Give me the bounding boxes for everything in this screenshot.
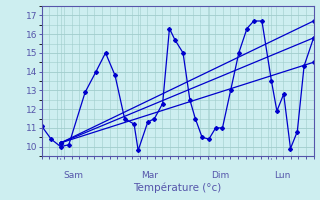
Text: Mar: Mar [141, 171, 158, 180]
Text: Lun: Lun [274, 171, 291, 180]
Text: Sam: Sam [63, 171, 83, 180]
Text: Dim: Dim [212, 171, 230, 180]
X-axis label: Température (°c): Température (°c) [133, 183, 222, 193]
